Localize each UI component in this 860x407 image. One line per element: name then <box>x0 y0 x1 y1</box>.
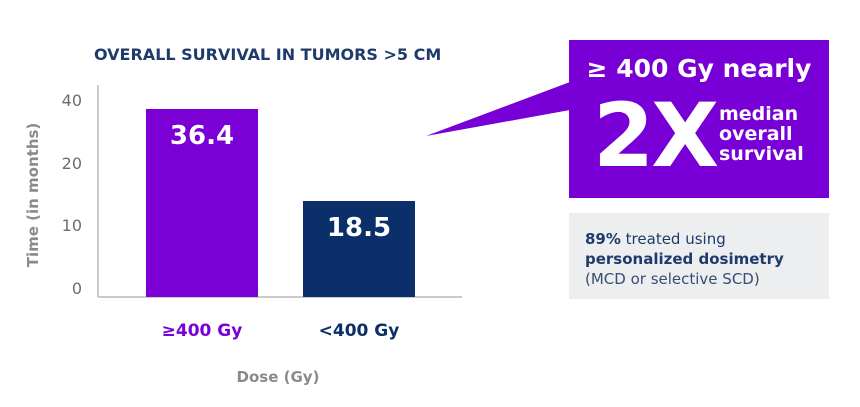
note-bold-text: personalized dosimetry <box>585 250 784 268</box>
bars: 36.4 ≥400 Gy 18.5 <400 Gy <box>146 109 415 341</box>
note-line-1: 89% treated using <box>585 229 829 249</box>
bar <box>146 109 258 297</box>
y-tick-label: 40 <box>62 91 82 110</box>
y-ticks: 0 10 20 40 <box>62 91 82 298</box>
note-line-3: (MCD or selective SCD) <box>585 270 760 288</box>
y-tick-label: 20 <box>62 154 82 173</box>
chart-title: OVERALL SURVIVAL IN TUMORS >5 CM <box>94 45 441 64</box>
note-line-2: personalized dosimetry <box>585 249 829 269</box>
callout-subtext: median overall survival <box>719 104 804 164</box>
callout-big-number: 2X <box>593 84 719 187</box>
y-tick-label: 0 <box>72 279 82 298</box>
callout-sub-line: survival <box>719 143 804 165</box>
callout-sub-line: median <box>719 103 799 125</box>
x-axis-label: Dose (Gy) <box>237 368 320 386</box>
bar-value-label: 18.5 <box>327 213 391 243</box>
x-category-label: <400 Gy <box>319 321 400 341</box>
y-axis-label: Time (in months) <box>24 123 42 268</box>
note-percent: 89% <box>585 230 621 248</box>
note-text: treated using <box>620 230 726 248</box>
bar <box>303 201 415 297</box>
callout-box: ≥ 400 Gy nearly 2X median overall surviv… <box>569 40 829 198</box>
dosimetry-note: 89% treated using personalized dosimetry… <box>569 213 829 299</box>
callout-sub-line: overall <box>719 123 793 145</box>
y-tick-label: 10 <box>62 216 82 235</box>
x-category-label: ≥400 Gy <box>162 321 243 341</box>
bar-chart: OVERALL SURVIVAL IN TUMORS >5 CM Time (i… <box>24 45 462 386</box>
bar-value-label: 36.4 <box>170 121 234 151</box>
callout-headline: ≥ 400 Gy nearly <box>586 54 812 83</box>
